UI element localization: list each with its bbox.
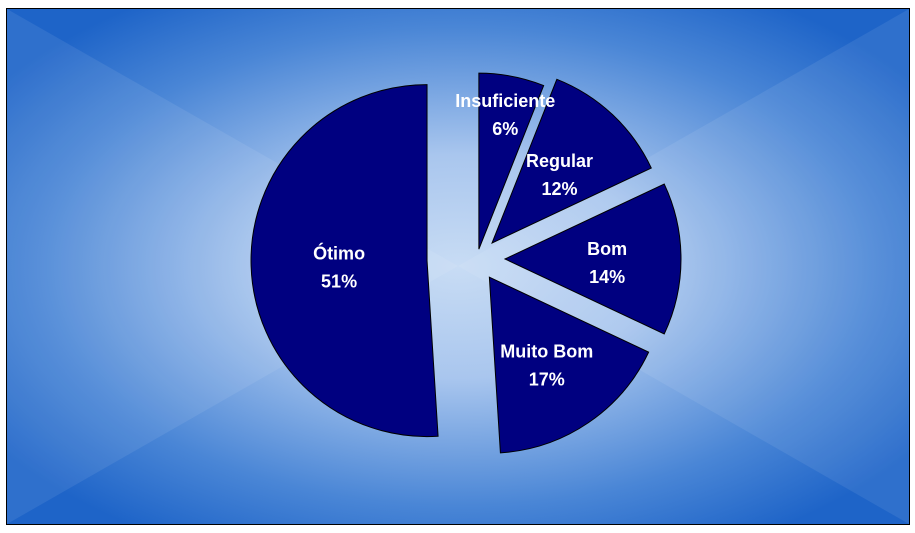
slice-label-bom: Bom xyxy=(587,239,627,259)
pie-slice-bom xyxy=(503,183,682,335)
pie-slice-muito-bom xyxy=(488,276,650,454)
pie-slice-insuficiente xyxy=(478,72,545,250)
slice-percent-bom: 14% xyxy=(589,267,625,287)
pie-slice-regular xyxy=(491,78,652,244)
slice-label-regular: Regular xyxy=(526,151,593,171)
slices-layer xyxy=(250,72,682,454)
slice-percent-otimo: 51% xyxy=(321,271,357,291)
pie-slice-otimo xyxy=(250,84,439,438)
pie-chart: Insuficiente 6% Regular 12% Bom 14% Muito Bom 1… xyxy=(7,9,909,524)
chart-frame: Insuficiente 6% Regular 12% Bom 14% Muito Bom 1… xyxy=(6,8,910,525)
slice-percent-muito-bom: 17% xyxy=(529,370,565,390)
chart-background xyxy=(7,9,909,524)
slice-label-muito-bom: Muito Bom xyxy=(500,342,593,362)
slice-percent-insuficiente: 6% xyxy=(492,119,518,139)
slice-label-otimo: Ótimo xyxy=(313,242,365,263)
background-highlight xyxy=(7,9,909,524)
slice-label-insuficiente: Insuficiente xyxy=(455,91,555,111)
slice-percent-regular: 12% xyxy=(542,179,578,199)
labels-layer: Insuficiente 6% Regular 12% Bom 14% Muito Bom 1… xyxy=(313,91,627,390)
